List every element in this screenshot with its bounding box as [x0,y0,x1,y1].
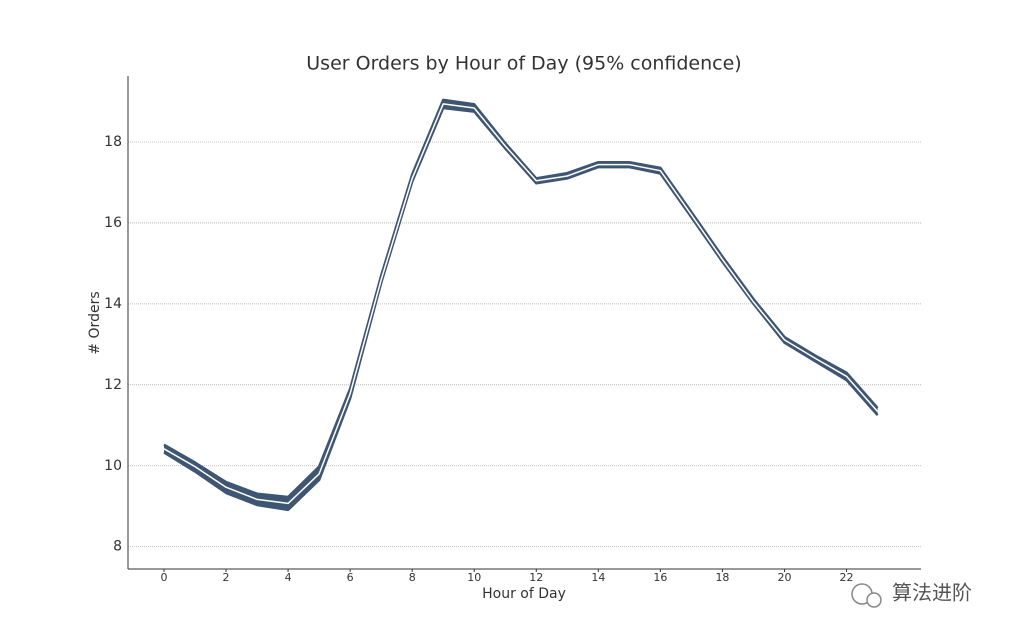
y-axis-label: # Orders [87,291,103,354]
chart-title: User Orders by Hour of Day (95% confiden… [306,53,741,75]
plot-area: 8 10 12 14 16 18 0 2 4 6 8 10 12 14 16 18 20 22 [104,76,921,584]
watermark-icon [851,583,882,608]
lower-bound-line [163,106,879,512]
y-tick-label: 10 [104,458,122,474]
x-tick-label: 0 [160,571,167,584]
y-tick-label: 8 [113,539,122,555]
x-tick-label: 18 [715,571,729,584]
watermark: 算法进阶 [892,581,972,605]
mean-line [163,103,879,505]
x-tick-label: 2 [223,571,230,584]
y-tick-label: 12 [104,377,122,393]
x-tick-label: 12 [529,571,543,584]
y-tick-label: 14 [104,296,122,312]
x-tick-label: 6 [347,571,354,584]
x-tick-label: 4 [285,571,292,584]
x-tick-label: 22 [840,571,854,584]
x-tick-label: 8 [409,571,416,584]
x-tick-label: 20 [777,571,791,584]
upper-bound-line [163,98,879,499]
y-tick-label: 16 [104,215,122,231]
x-tick-label: 16 [653,571,667,584]
x-axis-label: Hour of Day [482,586,566,602]
x-tick-label: 10 [467,571,481,584]
y-tick-label: 18 [104,134,122,150]
x-tick-label: 14 [591,571,605,584]
